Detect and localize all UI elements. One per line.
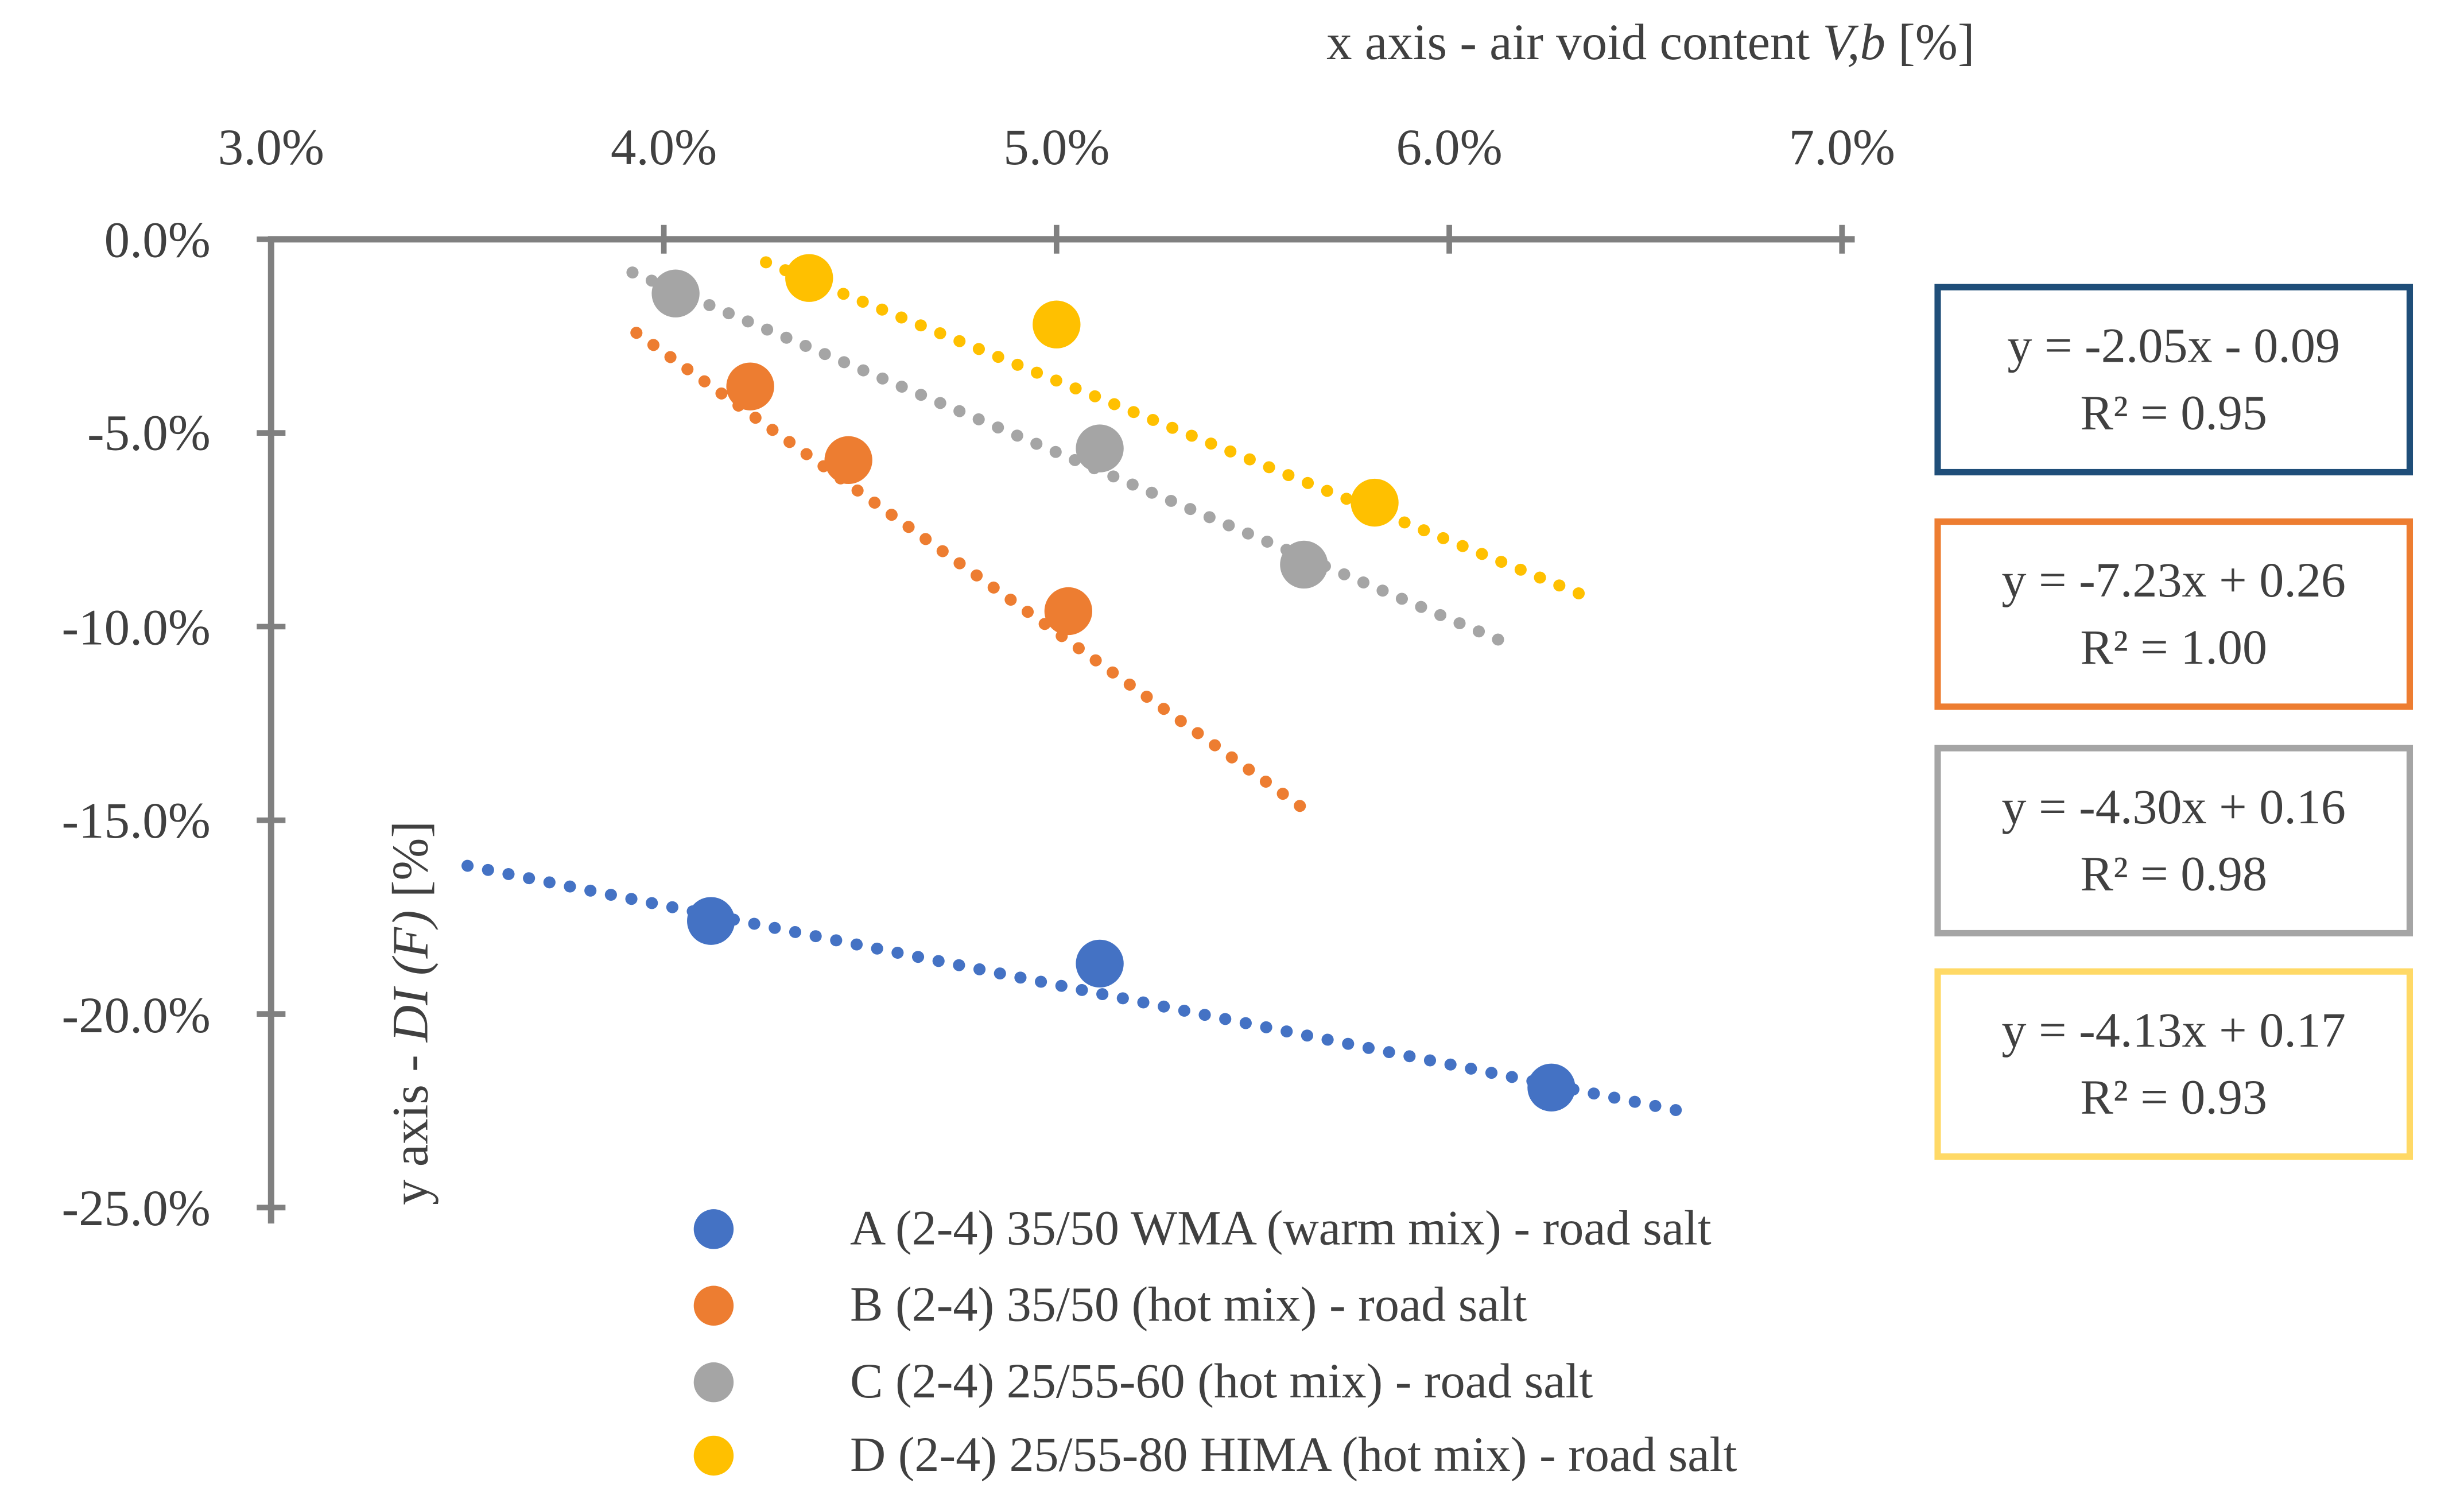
- x-axis-title-suffix: [%]: [1885, 13, 1975, 71]
- data-point: [1044, 587, 1093, 636]
- legend-item: D (2-4) 25/55-80 HIMA (hot mix) - road s…: [693, 1423, 1737, 1487]
- y-axis-title-italic: DI (F): [381, 910, 439, 1042]
- legend-label: C (2-4) 25/55-60 (hot mix) - road salt: [849, 1353, 1593, 1409]
- equation-text: y = -4.13x + 0.17: [2001, 1001, 2346, 1058]
- data-point: [1033, 300, 1081, 348]
- x-tick-label: 4.0%: [610, 118, 717, 176]
- data-point: [687, 897, 735, 945]
- y-axis-title: y axis - DI (F) [%]: [378, 758, 442, 1268]
- x-tick-label: 3.0%: [218, 118, 324, 176]
- legend-marker-series-d: [693, 1435, 734, 1475]
- r-squared-text: R² = 1.00: [2080, 619, 2268, 675]
- legend-item: A (2-4) 35/50 WMA (warm mix) - road salt: [693, 1196, 1712, 1260]
- r-squared-text: R² = 0.93: [2080, 1068, 2268, 1125]
- y-tick-label: 0.0%: [104, 210, 211, 268]
- trendline: [760, 256, 1597, 605]
- legend-item: B (2-4) 35/50 (hot mix) - road salt: [693, 1273, 1527, 1337]
- legend-marker-series-c: [693, 1361, 734, 1401]
- data-point: [651, 269, 700, 317]
- x-axis-title-italic: V,b: [1822, 13, 1885, 71]
- legend-label: B (2-4) 35/50 (hot mix) - road salt: [849, 1276, 1527, 1333]
- x-tick-label: 6.0%: [1396, 118, 1503, 176]
- legend-label: D (2-4) 25/55-80 HIMA (hot mix) - road s…: [849, 1426, 1737, 1482]
- trendline: [626, 266, 1522, 653]
- legend-marker-series-b: [693, 1285, 734, 1325]
- data-point: [1076, 424, 1124, 472]
- data-point: [785, 254, 833, 302]
- equation-text: y = -7.23x + 0.26: [2001, 552, 2346, 608]
- trendline: [461, 859, 1683, 1117]
- equation-box-series-d: y = -4.13x + 0.17 R² = 0.93: [1934, 968, 2413, 1160]
- equation-box-series-a: y = -2.05x - 0.09 R² = 0.95: [1934, 284, 2413, 476]
- y-tick-label: -25.0%: [61, 1179, 211, 1237]
- legend-item: C (2-4) 25/55-60 (hot mix) - road salt: [693, 1350, 1593, 1413]
- r-squared-text: R² = 0.98: [2080, 845, 2268, 901]
- y-tick-label: -20.0%: [61, 985, 211, 1043]
- y-axis-title-suffix: [%]: [381, 820, 439, 911]
- x-tick-label: 7.0%: [1788, 118, 1895, 176]
- equation-box-series-c: y = -4.30x + 0.16 R² = 0.98: [1934, 745, 2413, 937]
- equation-text: y = -4.30x + 0.16: [2001, 778, 2346, 835]
- equation-box-series-b: y = -7.23x + 0.26 R² = 1.00: [1934, 518, 2413, 710]
- y-tick-label: -5.0%: [87, 404, 211, 462]
- x-tick-label: 5.0%: [1003, 118, 1110, 176]
- legend-label: A (2-4) 35/50 WMA (warm mix) - road salt: [849, 1199, 1712, 1256]
- y-axis-title-text: y axis -: [381, 1041, 439, 1205]
- y-tick-label: -10.0%: [61, 598, 211, 656]
- data-point: [1076, 939, 1124, 988]
- r-squared-text: R² = 0.95: [2080, 384, 2268, 440]
- y-tick-label: -15.0%: [61, 791, 211, 849]
- x-axis-title-text: x axis - air void content: [1326, 13, 1823, 71]
- data-point: [1527, 1063, 1576, 1111]
- equation-text: y = -2.05x - 0.09: [2007, 317, 2341, 374]
- data-point: [1351, 478, 1399, 527]
- x-axis-title: x axis - air void content V,b [%]: [1116, 10, 2185, 73]
- data-point: [824, 436, 872, 485]
- legend-marker-series-a: [693, 1208, 734, 1249]
- data-point: [1280, 540, 1328, 589]
- data-point: [726, 362, 774, 410]
